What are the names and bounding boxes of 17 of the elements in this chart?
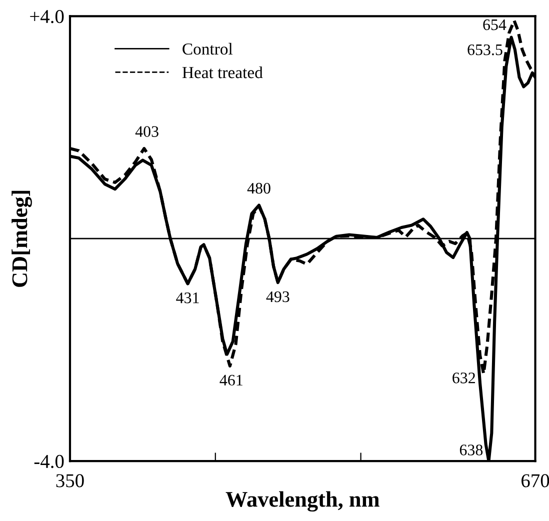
- legend-label: Heat treated: [182, 66, 263, 78]
- annotation: 654: [483, 19, 506, 30]
- x-tick-label: 350: [56, 474, 84, 488]
- x-axis-title: Wavelength, nm: [226, 491, 380, 512]
- annotation: 638: [460, 444, 483, 456]
- legend-label: Control: [182, 42, 233, 55]
- annotation: 403: [135, 126, 158, 137]
- y-tick-label: -4.0: [34, 454, 64, 468]
- annotation: 493: [266, 291, 290, 302]
- annotation: 653.5: [468, 44, 502, 56]
- annotation: 431: [176, 292, 199, 304]
- y-axis-title: CD[mdeg]: [12, 190, 32, 287]
- y-tick-label: +4.0: [30, 10, 64, 24]
- annotation: 480: [247, 182, 270, 194]
- annotation: 632: [452, 372, 475, 384]
- x-tick-label: 670: [522, 474, 549, 488]
- annotation: 461: [220, 374, 242, 386]
